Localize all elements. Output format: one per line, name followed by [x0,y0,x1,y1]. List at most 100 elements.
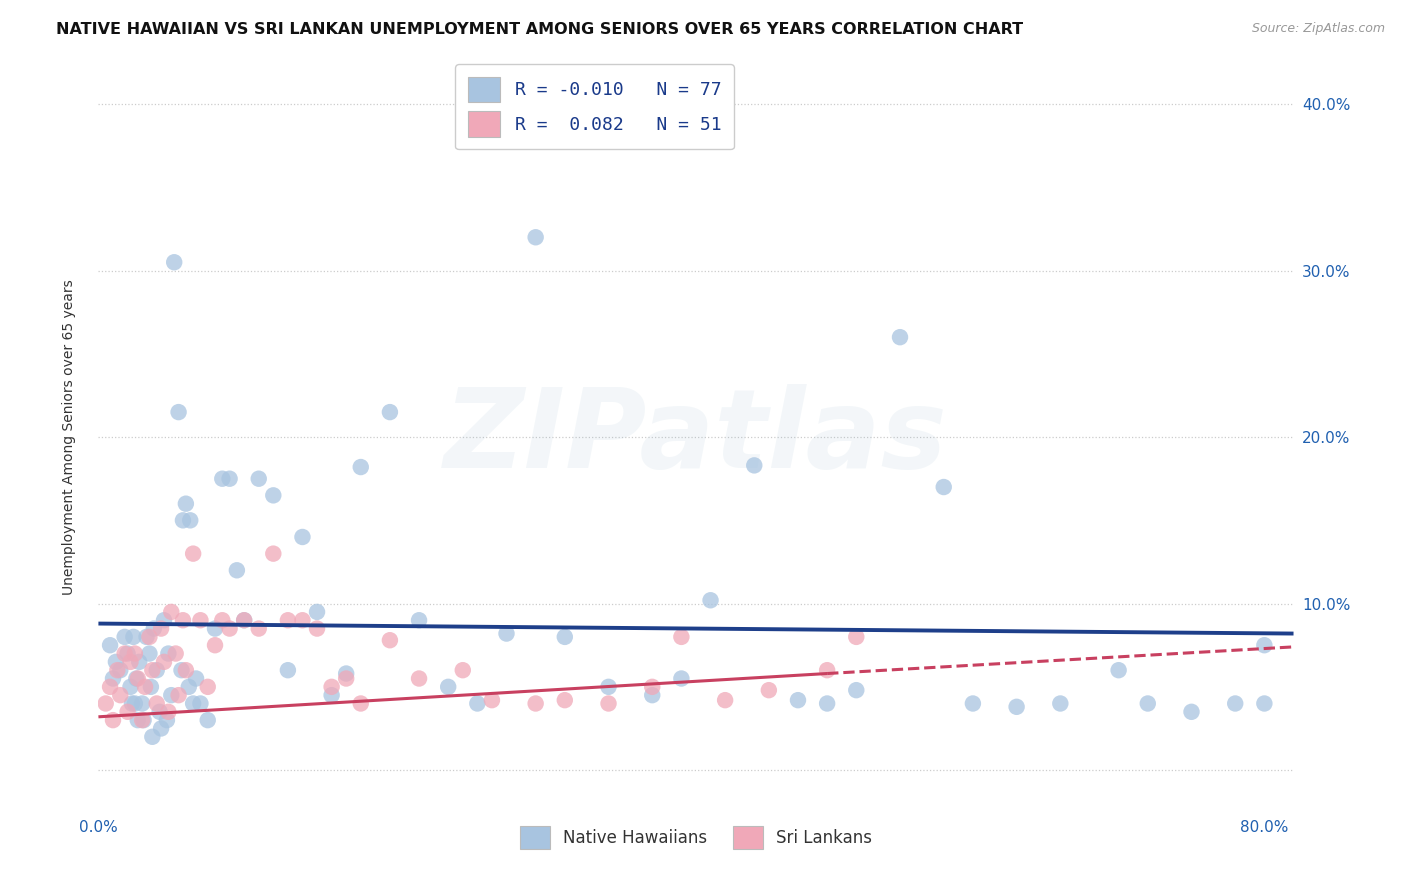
Point [132,713,155,727]
Point [554,630,576,644]
Point [117,647,139,661]
Point [671,672,693,686]
Point [233,613,256,627]
Point [598,697,620,711]
Point [153,613,176,627]
Point [181,697,204,711]
Point [104,655,127,669]
Point [124,647,146,661]
Point [160,688,183,702]
Point [190,613,212,627]
Point [125,672,148,686]
Point [141,663,163,677]
Point [451,663,474,677]
Point [262,488,284,502]
Point [714,693,737,707]
Point [134,680,156,694]
Point [1049,697,1071,711]
Point [120,680,142,694]
Point [277,613,299,627]
Point [127,713,149,727]
Point [139,680,162,694]
Point [145,697,167,711]
Point [305,622,328,636]
Point [163,255,186,269]
Point [114,647,136,661]
Point [247,472,270,486]
Point [197,713,219,727]
Point [138,630,160,644]
Legend: Native Hawaiians, Sri Lankans: Native Hawaiians, Sri Lankans [513,819,879,855]
Point [120,655,142,669]
Point [211,613,233,627]
Point [495,626,517,640]
Point [149,705,172,719]
Point [742,458,765,473]
Point [758,683,780,698]
Point [110,663,132,677]
Point [160,605,183,619]
Point [554,693,576,707]
Point [122,630,145,644]
Point [218,622,240,636]
Text: ZIPatlas: ZIPatlas [444,384,948,491]
Point [671,630,693,644]
Point [121,697,143,711]
Point [335,666,357,681]
Point [815,663,838,677]
Point [598,680,620,694]
Point [225,563,247,577]
Point [127,672,149,686]
Point [524,230,547,244]
Point [233,613,256,627]
Point [845,630,868,644]
Point [128,655,150,669]
Point [177,680,200,694]
Point [481,693,503,707]
Point [179,513,201,527]
Point [138,647,160,661]
Point [335,672,357,686]
Point [204,638,226,652]
Point [156,713,179,727]
Point [291,530,314,544]
Point [467,697,489,711]
Point [211,472,233,486]
Point [889,330,911,344]
Point [437,680,460,694]
Point [378,633,401,648]
Point [101,713,124,727]
Point [101,672,124,686]
Point [305,605,328,619]
Point [94,697,117,711]
Point [141,730,163,744]
Point [167,688,190,702]
Point [1253,638,1275,652]
Point [124,697,146,711]
Point [184,672,207,686]
Point [1005,699,1028,714]
Point [247,622,270,636]
Point [181,547,204,561]
Point [150,622,173,636]
Point [277,663,299,677]
Point [167,405,190,419]
Point [117,705,139,719]
Point [350,460,373,475]
Point [110,688,132,702]
Point [321,688,343,702]
Point [962,697,984,711]
Point [131,713,153,727]
Point [157,647,180,661]
Point [172,613,194,627]
Point [932,480,955,494]
Point [291,613,314,627]
Point [378,405,401,419]
Point [150,722,173,736]
Point [105,663,128,677]
Point [408,613,430,627]
Point [145,663,167,677]
Point [131,697,153,711]
Point [218,472,240,486]
Point [408,672,430,686]
